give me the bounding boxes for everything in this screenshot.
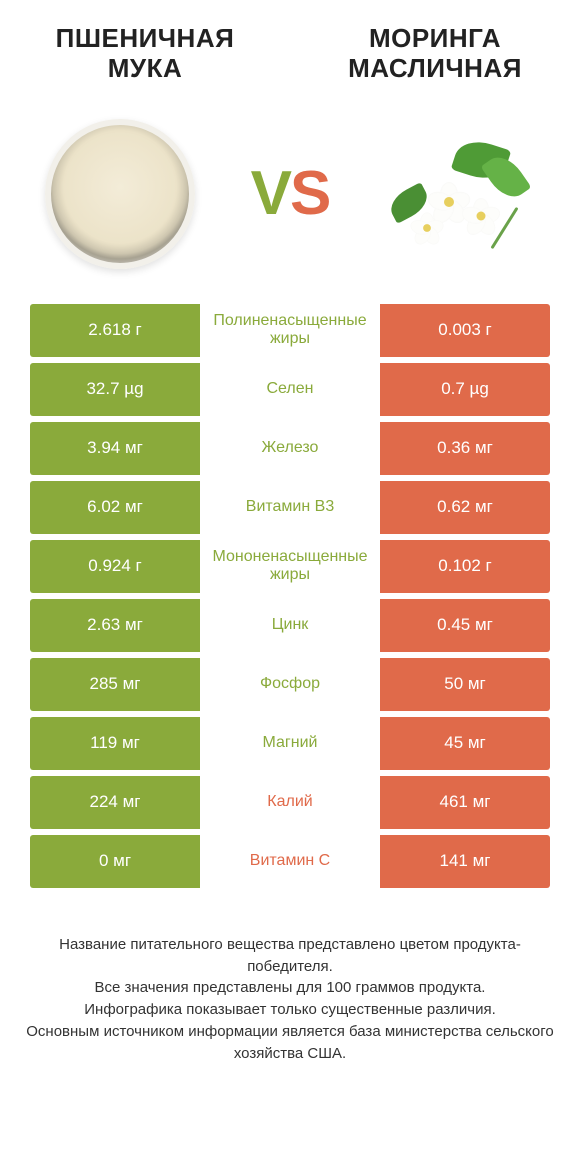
table-row: 0 мгВитамин C141 мг [30, 835, 550, 888]
value-left: 119 мг [30, 717, 200, 770]
value-right: 0.7 µg [380, 363, 550, 416]
value-left: 0 мг [30, 835, 200, 888]
table-row: 2.63 мгЦинк0.45 мг [30, 599, 550, 652]
product-image-left [40, 114, 200, 274]
product-image-right [380, 114, 540, 274]
nutrient-label: Калий [200, 776, 380, 829]
table-row: 224 мгКалий461 мг [30, 776, 550, 829]
value-left: 32.7 µg [30, 363, 200, 416]
footer-line: Основным источником информации является … [24, 1021, 556, 1065]
value-right: 0.45 мг [380, 599, 550, 652]
value-right: 0.102 г [380, 540, 550, 593]
footer: Название питательного вещества представл… [0, 894, 580, 1065]
nutrient-label: Селен [200, 363, 380, 416]
nutrient-label: Витамин B3 [200, 481, 380, 534]
nutrient-label: Железо [200, 422, 380, 475]
vs-label: VS [251, 158, 330, 229]
title-right: МОРИНГА МАСЛИЧНАЯ [320, 24, 550, 84]
vs-s: S [290, 158, 329, 229]
title-left: ПШЕНИЧНАЯ МУКА [30, 24, 260, 84]
table-row: 0.924 гМононенасыщенные жиры0.102 г [30, 540, 550, 593]
value-left: 224 мг [30, 776, 200, 829]
value-right: 461 мг [380, 776, 550, 829]
value-left: 2.63 мг [30, 599, 200, 652]
table-row: 3.94 мгЖелезо0.36 мг [30, 422, 550, 475]
value-left: 285 мг [30, 658, 200, 711]
nutrient-label: Фосфор [200, 658, 380, 711]
value-right: 45 мг [380, 717, 550, 770]
footer-line: Все значения представлены для 100 граммо… [24, 977, 556, 999]
table-row: 6.02 мгВитамин B30.62 мг [30, 481, 550, 534]
value-left: 6.02 мг [30, 481, 200, 534]
table-row: 2.618 гПолиненасыщенные жиры0.003 г [30, 304, 550, 357]
hero: VS [0, 94, 580, 304]
value-right: 0.62 мг [380, 481, 550, 534]
vs-v: V [251, 158, 290, 229]
nutrient-label: Цинк [200, 599, 380, 652]
value-left: 0.924 г [30, 540, 200, 593]
table-row: 119 мгМагний45 мг [30, 717, 550, 770]
nutrient-label: Витамин C [200, 835, 380, 888]
moringa-icon [385, 134, 535, 254]
header: ПШЕНИЧНАЯ МУКА МОРИНГА МАСЛИЧНАЯ [0, 0, 580, 94]
comparison-table: 2.618 гПолиненасыщенные жиры0.003 г 32.7 … [30, 304, 550, 888]
value-right: 0.003 г [380, 304, 550, 357]
footer-line: Название питательного вещества представл… [24, 934, 556, 978]
value-right: 0.36 мг [380, 422, 550, 475]
table-row: 32.7 µgСелен0.7 µg [30, 363, 550, 416]
table-row: 285 мгФосфор50 мг [30, 658, 550, 711]
value-right: 141 мг [380, 835, 550, 888]
footer-line: Инфографика показывает только существенн… [24, 999, 556, 1021]
value-left: 2.618 г [30, 304, 200, 357]
value-right: 50 мг [380, 658, 550, 711]
flour-bowl-icon [45, 119, 195, 269]
nutrient-label: Магний [200, 717, 380, 770]
nutrient-label: Полиненасыщенные жиры [200, 304, 380, 357]
nutrient-label: Мононенасыщенные жиры [200, 540, 380, 593]
value-left: 3.94 мг [30, 422, 200, 475]
